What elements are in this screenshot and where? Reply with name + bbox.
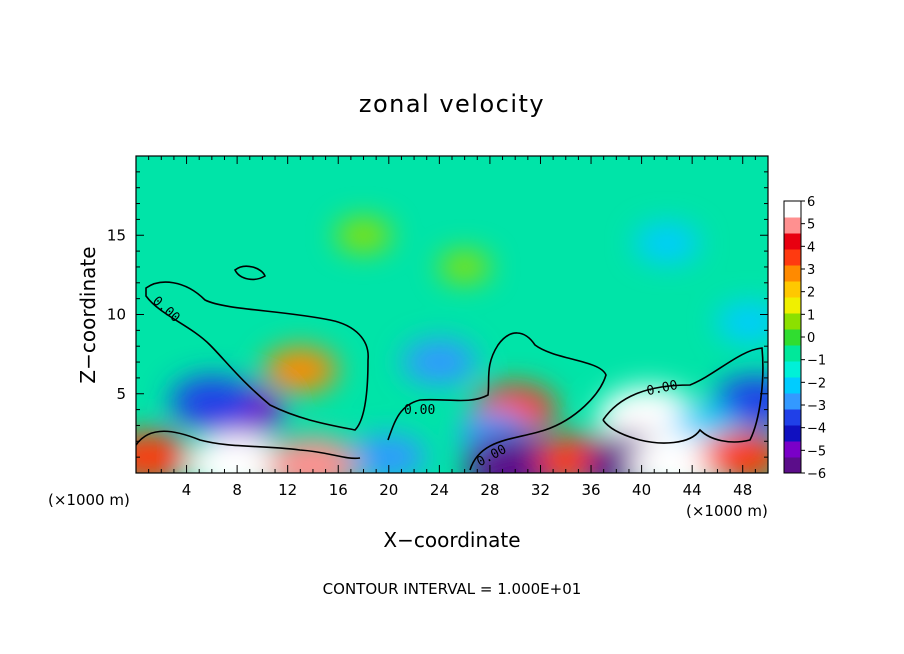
chart-title: zonal velocity xyxy=(359,90,545,118)
x-axis-label: X−coordinate xyxy=(383,528,520,552)
field-feature xyxy=(136,431,191,473)
y-axis-label: Z−coordinate xyxy=(76,246,100,383)
colorbar-swatch xyxy=(784,457,801,474)
x-tick-label: 16 xyxy=(329,481,348,499)
x-unit-left: (×1000 m) xyxy=(48,491,130,509)
colorbar-swatch xyxy=(784,217,801,234)
colorbar-label: 1 xyxy=(807,308,815,323)
x-tick-label: 32 xyxy=(531,481,550,499)
zero-contours xyxy=(136,265,764,471)
contour-interval-footer: CONTOUR INTERVAL = 1.000E+01 xyxy=(323,580,582,598)
contour-label: 0.00 xyxy=(645,378,679,399)
zero-contour-middle xyxy=(387,332,607,471)
y-tick-label: 15 xyxy=(107,226,126,244)
field-feature xyxy=(335,218,392,253)
colorbar-label: 2 xyxy=(807,286,815,301)
colorbar-label: −3 xyxy=(807,399,826,414)
field-feature xyxy=(186,433,288,473)
colorbar-swatch xyxy=(784,345,801,362)
colorbar-swatch xyxy=(784,361,801,378)
x-tick-label: 12 xyxy=(278,481,297,499)
field-feature xyxy=(701,431,768,473)
field-feature xyxy=(351,434,426,473)
contour-label: 0.00 xyxy=(404,403,435,418)
x-tick-label: 48 xyxy=(733,481,752,499)
colorbar-swatch xyxy=(784,297,801,314)
x-tick-label: 8 xyxy=(232,481,242,499)
colorbar-swatch xyxy=(784,393,801,410)
colorbar-swatch xyxy=(784,313,801,330)
plot-area: 0.00 0.00 0.00 0.00 xyxy=(136,156,768,473)
colorbar-swatch xyxy=(784,377,801,394)
x-tick-label: 20 xyxy=(379,481,398,499)
x-tick-label: 44 xyxy=(683,481,702,499)
colorbar-label: 6 xyxy=(807,195,815,210)
zero-contour-upper xyxy=(145,281,369,431)
colorbar-label: −6 xyxy=(807,467,826,482)
colorbar-swatch xyxy=(784,425,801,442)
x-tick-label: 4 xyxy=(182,481,192,499)
x-axis: 4 8 12 16 20 24 28 32 36 40 44 48 xyxy=(148,156,756,499)
zero-contour-lower-left xyxy=(136,430,361,460)
colorbar-label: 5 xyxy=(807,218,815,233)
colorbar-swatch xyxy=(784,249,801,266)
field-feature xyxy=(266,436,360,473)
colorbar: 6 5 4 3 2 1 0 −1 −2 −3 −4 −5 −6 xyxy=(783,195,826,482)
field-feature xyxy=(263,347,338,393)
colorbar-label: −1 xyxy=(807,354,826,369)
colorbar-label: 3 xyxy=(807,263,815,278)
y-tick-label: 5 xyxy=(116,385,126,403)
colorbar-swatch xyxy=(784,409,801,426)
y-axis: 5 10 15 xyxy=(107,171,768,458)
colorbar-label: 4 xyxy=(807,240,815,255)
zero-contour-right xyxy=(602,347,764,444)
colorbar-label: 0 xyxy=(807,331,815,346)
field-feature xyxy=(170,376,254,428)
field-feature xyxy=(438,251,491,283)
colorbar-label: −4 xyxy=(807,422,826,437)
colorbar-swatch xyxy=(784,281,801,298)
colorbar-swatch xyxy=(784,201,801,218)
y-tick-label: 10 xyxy=(107,306,126,324)
colorbar-swatch xyxy=(784,329,801,346)
colorbar-label: −2 xyxy=(807,376,826,391)
colorbar-label: −5 xyxy=(807,444,826,459)
x-tick-label: 36 xyxy=(581,481,600,499)
x-tick-label: 28 xyxy=(480,481,499,499)
colorbar-swatch xyxy=(784,441,801,458)
colorbar-swatch xyxy=(784,233,801,250)
x-unit-right: (×1000 m) xyxy=(686,502,768,520)
x-tick-label: 40 xyxy=(632,481,651,499)
zero-contour-small xyxy=(233,265,266,281)
x-tick-label: 24 xyxy=(430,481,449,499)
field-feature xyxy=(402,339,477,385)
colorbar-swatch xyxy=(784,265,801,282)
field-feature xyxy=(716,302,768,343)
field-feature xyxy=(634,223,700,264)
